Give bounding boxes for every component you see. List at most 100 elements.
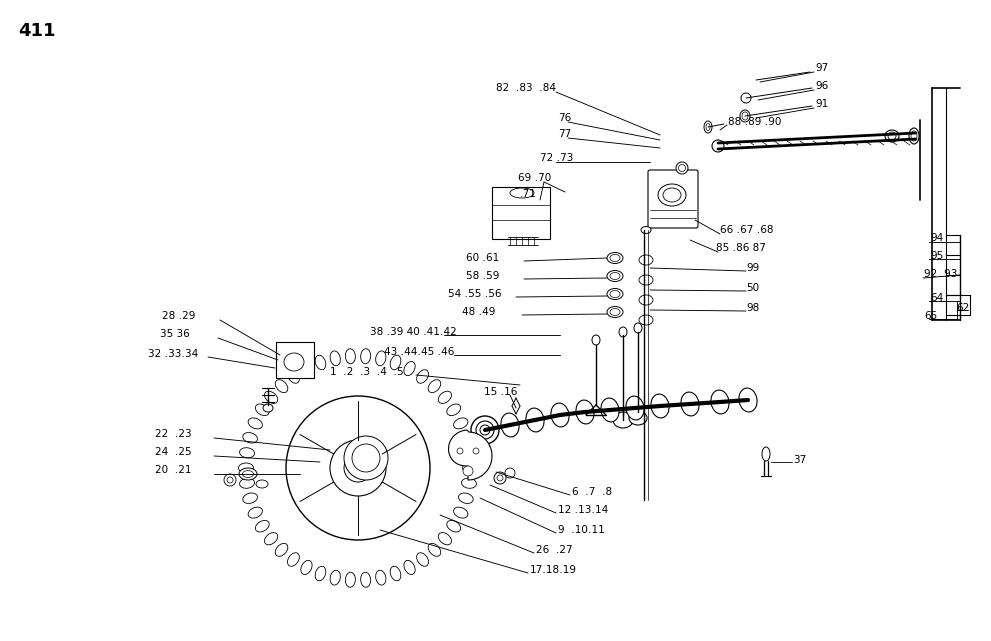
Text: 22  ․23: 22 ․23 [155,429,191,439]
Ellipse shape [739,388,757,412]
Text: 94: 94 [930,233,943,243]
Ellipse shape [610,290,620,297]
Ellipse shape [287,553,299,566]
Ellipse shape [888,132,896,140]
Ellipse shape [711,390,729,414]
Text: 50: 50 [746,283,759,293]
Circle shape [505,468,515,478]
Ellipse shape [706,124,710,131]
Text: 28 ․29: 28 ․29 [162,311,195,321]
Ellipse shape [500,413,519,437]
Text: 58 ․59: 58 ․59 [466,271,499,281]
Circle shape [344,454,372,482]
Ellipse shape [909,128,919,144]
Text: 60 ․61: 60 ․61 [466,253,499,263]
Ellipse shape [626,396,644,420]
Ellipse shape [459,493,473,503]
Text: 12 ․13․14: 12 ․13․14 [558,505,608,515]
Ellipse shape [634,323,642,333]
Circle shape [494,472,506,484]
Text: 24  ․25: 24 ․25 [155,447,191,457]
Ellipse shape [275,379,287,392]
Ellipse shape [243,433,258,443]
Text: 1  ․2  ․3  ․4  ․5: 1 ․2 ․3 ․4 ․5 [330,367,403,377]
Ellipse shape [679,165,686,172]
Circle shape [350,460,366,476]
Ellipse shape [607,271,623,281]
Ellipse shape [510,188,534,198]
Ellipse shape [376,570,385,585]
Text: 35 36: 35 36 [160,329,189,339]
Text: 32 ․33․34: 32 ․33․34 [148,349,198,359]
Text: 411: 411 [18,22,55,40]
Ellipse shape [639,255,653,265]
Ellipse shape [265,533,277,545]
Ellipse shape [551,403,569,427]
Ellipse shape [315,355,326,370]
Ellipse shape [265,391,277,403]
Text: 72 ․73: 72 ․73 [540,153,574,163]
Ellipse shape [911,131,917,141]
Ellipse shape [239,468,257,480]
Ellipse shape [613,412,633,428]
Text: 76: 76 [558,113,571,123]
Ellipse shape [240,447,255,458]
Text: 69 ․70: 69 ․70 [518,173,551,183]
Ellipse shape [361,572,371,587]
Text: 77: 77 [558,129,571,139]
Ellipse shape [243,493,258,503]
Circle shape [286,396,430,540]
Ellipse shape [287,370,299,383]
Ellipse shape [361,349,371,363]
Text: 17․18․19: 17․18․19 [530,565,577,575]
Ellipse shape [345,349,356,363]
Ellipse shape [256,404,270,415]
Ellipse shape [275,544,287,556]
Ellipse shape [438,391,452,403]
Ellipse shape [345,572,356,587]
Ellipse shape [471,416,499,444]
Ellipse shape [301,560,312,574]
Ellipse shape [681,392,699,416]
Ellipse shape [416,553,428,566]
Text: ․71: ․71 [520,189,537,199]
Ellipse shape [404,560,415,574]
Text: 43 ․44․45 ․46: 43 ․44․45 ․46 [384,347,455,357]
Text: 54 ․55 ․56: 54 ․55 ․56 [448,289,501,299]
Text: 92 ․93: 92 ․93 [924,269,957,279]
Ellipse shape [742,112,748,120]
Ellipse shape [301,362,312,376]
Circle shape [473,448,479,454]
Ellipse shape [480,425,490,435]
Circle shape [227,477,233,483]
Ellipse shape [462,478,477,488]
Ellipse shape [447,404,461,415]
Circle shape [457,448,463,454]
Ellipse shape [240,478,255,488]
Ellipse shape [526,408,544,432]
Ellipse shape [416,370,428,383]
Text: 65: 65 [924,311,937,321]
Text: 91: 91 [815,99,828,109]
Ellipse shape [256,520,270,532]
Ellipse shape [885,130,899,142]
Circle shape [352,444,380,472]
Ellipse shape [476,418,495,442]
Ellipse shape [330,351,340,366]
Ellipse shape [243,470,254,478]
Ellipse shape [607,253,623,263]
Bar [276,342,314,378]
Ellipse shape [438,533,452,545]
Circle shape [497,475,503,481]
Ellipse shape [404,362,415,376]
Circle shape [224,474,236,486]
Text: 38 ․39 40 ․41․42: 38 ․39 40 ․41․42 [370,327,457,337]
Ellipse shape [740,110,750,122]
Ellipse shape [239,463,254,473]
Ellipse shape [376,351,385,366]
Ellipse shape [704,121,712,133]
Ellipse shape [576,400,595,424]
Text: 6  ․7  ․8: 6 ․7 ․8 [572,487,612,497]
Ellipse shape [639,315,653,325]
Text: 15 ․16: 15 ․16 [484,387,517,397]
